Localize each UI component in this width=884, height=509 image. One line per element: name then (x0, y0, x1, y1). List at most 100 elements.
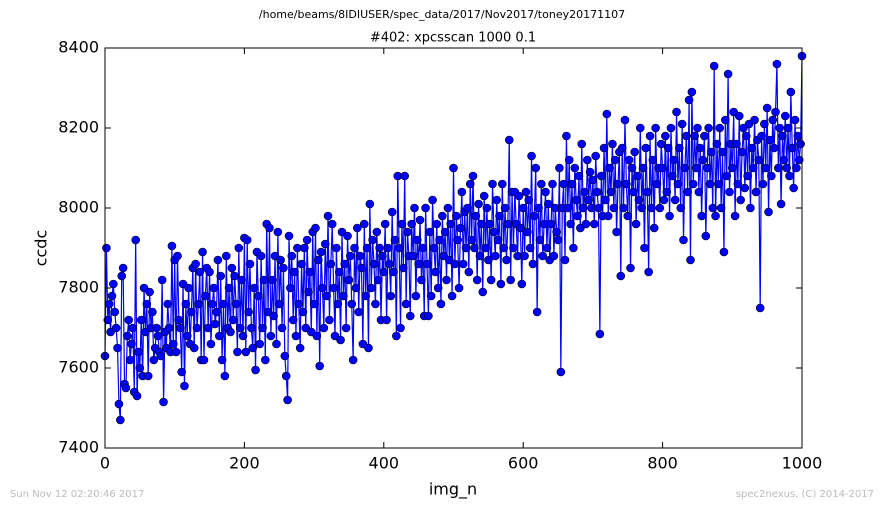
data-point (675, 143, 684, 153)
data-point (747, 143, 757, 153)
data-point (488, 179, 497, 189)
data-point (242, 235, 252, 245)
data-point (711, 211, 720, 221)
data-point (261, 355, 270, 365)
data-point (556, 367, 566, 377)
data-point (605, 163, 614, 173)
data-point (421, 203, 430, 213)
data-point (707, 147, 716, 157)
data-point (279, 263, 288, 273)
data-point (761, 163, 771, 173)
data-point (435, 235, 444, 245)
data-point (334, 267, 344, 277)
data-point (616, 271, 626, 281)
data-point (538, 251, 548, 261)
data-point (442, 275, 451, 285)
data-point (171, 347, 181, 357)
data-point (265, 223, 274, 233)
data-point (336, 335, 345, 345)
data-point (418, 243, 428, 253)
data-point (640, 243, 649, 253)
data-point (449, 163, 458, 173)
data-point (783, 123, 793, 133)
data-point (226, 327, 235, 337)
data-point (294, 299, 304, 309)
data-point (571, 195, 581, 205)
data-point (302, 235, 312, 245)
data-point (470, 243, 479, 253)
data-point (514, 191, 524, 201)
data-point (366, 283, 376, 293)
data-point (142, 299, 152, 309)
data-point (254, 291, 263, 301)
data-point (541, 187, 550, 197)
data-point (156, 351, 166, 361)
data-point (351, 283, 361, 293)
data-point (283, 395, 292, 405)
data-point (255, 339, 265, 349)
data-point (570, 163, 580, 173)
data-point (287, 251, 297, 261)
data-point (333, 299, 343, 309)
x-tick-label: 600 (508, 454, 539, 473)
data-point (532, 307, 542, 317)
data-point (755, 303, 765, 313)
data-point (782, 163, 791, 173)
data-point (719, 247, 729, 257)
data-point (648, 155, 658, 165)
data-point (778, 131, 787, 141)
data-point (701, 231, 711, 241)
data-point (125, 355, 135, 365)
data-point (316, 247, 326, 257)
data-point (725, 187, 734, 197)
data-point (771, 107, 780, 117)
data-point (259, 275, 269, 285)
data-point (577, 139, 587, 149)
data-point (319, 323, 329, 333)
data-point (757, 131, 766, 141)
data-point (249, 283, 259, 293)
data-point (173, 251, 182, 261)
data-point (740, 183, 750, 193)
data-point (436, 299, 446, 309)
data-point (215, 331, 224, 341)
data-point (372, 227, 382, 237)
data-point (364, 343, 373, 353)
data-point (467, 235, 476, 245)
data-point (408, 251, 418, 261)
data-point (484, 255, 493, 265)
data-point (626, 263, 635, 273)
data-point (584, 195, 594, 205)
data-point (637, 203, 646, 213)
data-point (385, 259, 394, 269)
data-point (622, 179, 631, 189)
data-point (245, 259, 255, 269)
data-point (633, 171, 642, 181)
data-point (743, 171, 752, 181)
data-point (602, 109, 612, 119)
data-point (560, 255, 570, 265)
data-point (684, 95, 694, 105)
data-point (291, 331, 301, 341)
data-point (221, 251, 231, 261)
data-point (368, 235, 377, 245)
data-point (658, 163, 667, 173)
data-point (251, 365, 260, 375)
data-point (212, 307, 221, 317)
data-point (458, 259, 468, 269)
x-axis-label: img_n (429, 480, 477, 500)
data-point (504, 135, 514, 145)
data-point (609, 203, 619, 213)
data-point (665, 211, 674, 221)
data-point (497, 179, 507, 189)
data-point (496, 279, 506, 289)
data-point (546, 219, 556, 229)
data-point (199, 355, 209, 365)
data-point (353, 223, 362, 233)
data-point (300, 243, 309, 253)
data-point (463, 203, 472, 213)
data-point (768, 115, 778, 125)
data-point (457, 187, 467, 197)
data-point (390, 235, 400, 245)
data-point (471, 211, 481, 221)
